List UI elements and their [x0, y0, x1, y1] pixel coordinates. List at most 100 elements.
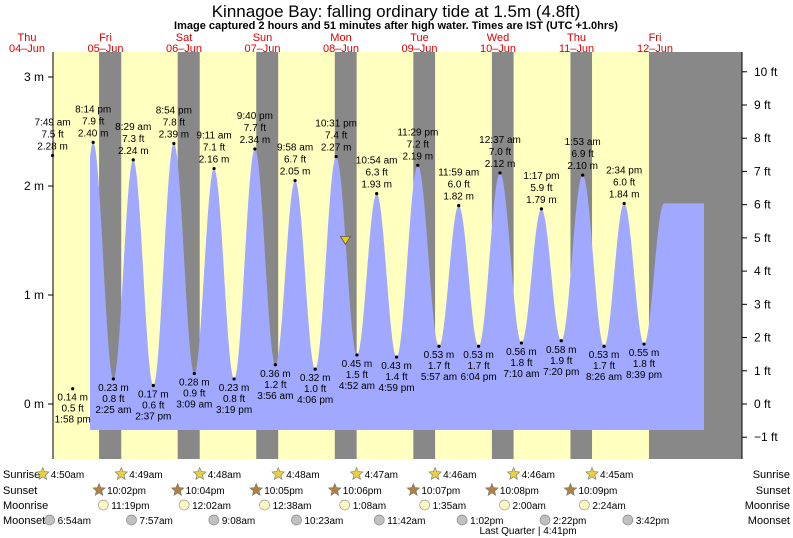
high-tide-point: [581, 173, 585, 177]
sunset-icon: [170, 482, 185, 496]
low-tide-time: 4:06 pm: [297, 395, 333, 406]
day-label-dow: Sat: [176, 32, 193, 44]
high-tide-time: 9:58 am: [277, 143, 313, 154]
high-tide-ft: 7.0 ft: [489, 147, 511, 158]
high-tide-point: [375, 192, 379, 196]
low-tide-ft: 1.5 ft: [346, 370, 368, 381]
moonset-icon: [208, 514, 220, 526]
sunrise-time: 4:49am: [129, 470, 162, 481]
low-tide-m: 0.32 m: [300, 373, 331, 384]
sunset-time: 10:09pm: [578, 486, 617, 497]
moon-phase: Last Quarter | 4:41pm: [479, 526, 576, 537]
right-tick-label: −1 ft: [754, 430, 778, 444]
tide-curve: [90, 142, 704, 430]
moonset-time: 3:42pm: [636, 516, 669, 527]
high-tide-time: 10:54 am: [356, 156, 398, 167]
high-tide-m: 1.79 m: [526, 195, 557, 206]
sunrise-time: 4:46am: [522, 470, 555, 481]
high-tide-point: [539, 207, 544, 211]
low-tide-m: 0.58 m: [546, 345, 577, 356]
high-tide-ft: 6.3 ft: [366, 168, 388, 179]
high-tide-time: 8:14 pm: [75, 104, 111, 115]
sunset-time: 10:06pm: [343, 486, 382, 497]
right-tick-label: 4 ft: [754, 264, 771, 278]
sunset-icon: [249, 482, 264, 496]
high-tide-point: [498, 171, 502, 175]
moonset-icon: [539, 514, 551, 526]
high-tide-m: 2.05 m: [280, 167, 311, 178]
high-tide-ft: 7.4 ft: [325, 131, 347, 142]
low-tide-ft: 1.7 ft: [593, 361, 615, 372]
low-tide-time: 1:58 pm: [55, 415, 91, 426]
sunrise-time: 4:47am: [365, 470, 398, 481]
sunrise-icon: [506, 466, 521, 480]
events-row-label-right: Sunset: [756, 485, 790, 497]
low-tide-ft: 1.8 ft: [633, 359, 655, 370]
high-tide-ft: 7.7 ft: [244, 123, 266, 134]
left-tick-label: 3 m: [24, 70, 44, 84]
high-tide-time: 8:29 am: [115, 122, 151, 133]
moonrise-time: 12:02am: [192, 501, 231, 512]
high-tide-m: 2.27 m: [321, 143, 352, 154]
low-tide-time: 2:25 am: [95, 405, 131, 416]
moonset-time: 6:54am: [58, 516, 91, 527]
low-tide-time: 3:09 am: [176, 399, 212, 410]
low-tide-ft: 1.7 ft: [428, 361, 450, 372]
high-tide-m: 2.10 m: [567, 161, 598, 172]
events-row-label-right: Moonset: [748, 515, 790, 527]
low-tide-time: 7:20 pm: [543, 367, 579, 378]
sunrise-icon: [192, 466, 207, 480]
chart-title: Kinnagoe Bay: falling ordinary tide at 1…: [212, 2, 581, 21]
high-tide-m: 2.40 m: [78, 128, 109, 139]
high-tide-time: 12:37 am: [479, 135, 521, 146]
high-tide-ft: 7.3 ft: [122, 134, 144, 145]
high-tide-m: 2.12 m: [485, 159, 516, 170]
low-tide-time: 7:10 am: [503, 369, 539, 380]
low-tide-time: 4:59 pm: [378, 383, 414, 394]
low-tide-point: [111, 377, 116, 381]
high-tide-m: 2.39 m: [159, 129, 190, 140]
high-tide-time: 9:11 am: [196, 131, 231, 142]
high-tide-point: [212, 166, 216, 171]
moonrise-icon: [97, 499, 109, 511]
low-tide-point: [519, 341, 524, 345]
moonrise-icon: [178, 499, 190, 511]
left-tick-label: 1 m: [24, 288, 44, 302]
moonrise-icon: [339, 499, 351, 511]
high-tide-ft: 7.1 ft: [203, 143, 225, 154]
moonset-time: 9:08am: [222, 516, 255, 527]
high-tide-time: 1:17 pm: [523, 171, 559, 182]
high-tide-ft: 7.2 ft: [407, 139, 429, 150]
sunrise-icon: [271, 466, 286, 480]
right-tick-label: 3 ft: [754, 297, 771, 311]
sunset-icon: [406, 482, 421, 496]
high-tide-point: [131, 158, 135, 162]
tide-labels: 7:49 am7.5 ft2.28 m 0.14 m0.5 ft1:58 pm 8:…: [34, 104, 662, 425]
moonrise-icon: [578, 499, 590, 511]
moonset-icon: [622, 514, 634, 526]
low-tide-time: 3:56 am: [257, 391, 293, 402]
low-tide-time: 4:52 am: [339, 381, 375, 392]
sunrise-icon: [585, 466, 599, 480]
low-tide-point: [602, 344, 606, 348]
low-tide-m: 0.55 m: [629, 348, 660, 359]
sunset-icon: [563, 482, 578, 496]
sunrise-time: 4:48am: [208, 470, 241, 481]
right-tick-label: 10 ft: [754, 65, 778, 79]
sunrise-time: 4:46am: [443, 470, 476, 481]
high-tide-ft: 7.9 ft: [82, 116, 104, 127]
high-tide-m: 2.34 m: [240, 135, 271, 146]
low-tide-time: 3:19 pm: [216, 405, 252, 416]
sunrise-time: 4:45am: [600, 470, 633, 481]
low-tide-ft: 0.8 ft: [102, 394, 124, 405]
moonrise-time: 1:08am: [353, 501, 386, 512]
high-tide-time: 11:29 pm: [397, 127, 438, 138]
right-tick-label: 5 ft: [754, 231, 771, 245]
sunrise-icon: [35, 466, 50, 480]
moonrise-icon: [419, 499, 431, 511]
sunset-icon: [484, 482, 499, 496]
low-tide-m: 0.23 m: [98, 383, 129, 394]
right-tick-label: 0 ft: [754, 397, 771, 411]
axes: 0 m 1 m 2 m 3 m −1 ft 0 ft 1 ft 2 ft 3 ft 4 ft 5 f…: [24, 52, 778, 459]
